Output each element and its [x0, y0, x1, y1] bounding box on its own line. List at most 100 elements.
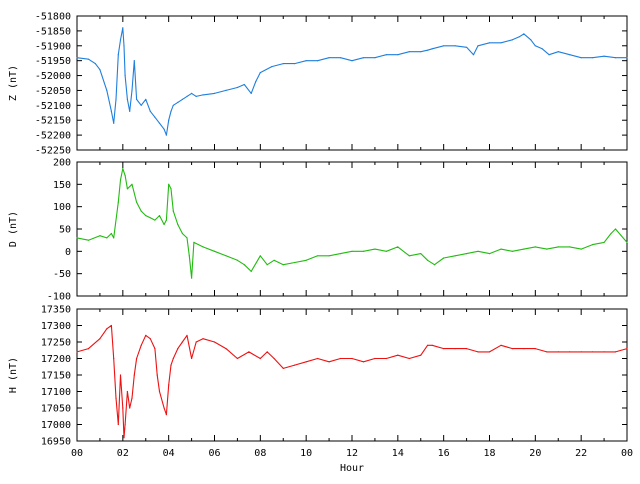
data-point: [191, 92, 193, 94]
data-point: [154, 116, 156, 118]
data-point: [626, 241, 628, 243]
y-tick-label: -52150: [35, 116, 71, 127]
data-point: [397, 354, 399, 356]
data-point: [305, 361, 307, 363]
data-point: [614, 57, 617, 59]
data-point: [106, 89, 108, 91]
data-point: [243, 264, 245, 266]
data-point: [168, 183, 170, 185]
y-tick-label: 17200: [41, 354, 71, 365]
data-point: [362, 57, 365, 59]
data-point: [420, 253, 422, 255]
y-tick-label: -51800: [35, 12, 71, 23]
data-point: [477, 351, 479, 353]
data-point: [110, 232, 112, 235]
data-point: [158, 122, 161, 124]
data-point: [408, 357, 410, 360]
data-point: [177, 101, 179, 103]
y-tick-label: -52000: [35, 71, 71, 82]
data-point: [99, 235, 101, 237]
data-point: [172, 357, 174, 360]
y-tick-label: -52250: [35, 146, 71, 157]
x-tick-label: 00: [621, 448, 633, 459]
data-point: [117, 201, 119, 203]
x-axis-label: Hour: [340, 463, 364, 474]
x-tick-label: 06: [208, 448, 220, 459]
data-point: [163, 223, 165, 226]
data-point: [580, 248, 582, 250]
data-point: [133, 60, 135, 62]
data-point: [158, 215, 161, 217]
data-point: [488, 351, 491, 353]
data-point: [255, 80, 257, 83]
data-point: [87, 348, 90, 350]
data-point: [113, 122, 115, 124]
data-point: [282, 264, 284, 266]
data-point: [133, 374, 135, 376]
data-point: [117, 423, 119, 426]
data-point: [106, 328, 108, 330]
data-point: [454, 255, 456, 257]
data-point: [236, 259, 238, 261]
data-point: [213, 92, 216, 94]
data-point: [488, 42, 491, 44]
data-point: [94, 63, 96, 65]
data-point: [163, 407, 165, 409]
data-point: [113, 357, 115, 360]
data-point: [500, 248, 502, 250]
y-tick-label: 200: [53, 158, 71, 169]
data-point: [305, 259, 307, 261]
data-point: [408, 51, 410, 53]
data-point: [172, 104, 174, 106]
data-point: [186, 334, 188, 336]
data-point: [213, 341, 216, 343]
data-point: [87, 58, 90, 60]
data-point: [317, 255, 319, 257]
data-point: [339, 253, 342, 255]
data-point: [154, 219, 156, 221]
data-point: [523, 348, 525, 350]
data-point: [443, 348, 445, 350]
data-point: [99, 69, 101, 71]
data-point: [236, 86, 238, 89]
data-point: [427, 49, 429, 51]
data-point: [603, 241, 605, 243]
y-tick-label: -52100: [35, 101, 71, 112]
data-point: [427, 259, 429, 261]
data-point: [339, 357, 342, 360]
data-point: [443, 257, 445, 259]
panel-h: 17350 17300 17250 17200 17150 17100 17050 17000…: [8, 305, 633, 475]
data-point: [250, 92, 252, 94]
data-point: [193, 241, 195, 243]
data-point: [259, 72, 261, 74]
data-point: [569, 54, 571, 56]
data-point: [76, 351, 78, 353]
x-tick-label: 16: [438, 448, 450, 459]
data-point: [119, 179, 122, 181]
data-point: [592, 244, 594, 246]
y-tick-label: -51950: [35, 56, 71, 67]
data-point: [317, 357, 319, 360]
data-point: [165, 219, 167, 221]
data-point: [374, 248, 376, 250]
data-point: [546, 248, 548, 250]
data-point: [534, 45, 536, 47]
plot-frame: [76, 308, 628, 442]
data-point: [271, 66, 273, 68]
y-axis-label: Z (nT): [8, 65, 19, 101]
data-point: [614, 351, 617, 353]
data-point: [466, 46, 468, 48]
data-point: [126, 390, 128, 393]
data-point: [511, 348, 513, 350]
data-point: [420, 51, 422, 53]
y-tick-label: -52050: [35, 86, 71, 97]
data-point: [250, 270, 252, 272]
y-axis-label: H (nT): [8, 357, 19, 393]
y-tick-label: 17000: [41, 420, 71, 431]
data-point: [136, 357, 138, 360]
y-tick-label: 17100: [41, 387, 71, 398]
x-tick-label: 18: [483, 448, 495, 459]
data-point: [477, 45, 479, 47]
y-tick-label: 150: [53, 180, 71, 191]
y-tick-label: -51850: [35, 26, 71, 37]
